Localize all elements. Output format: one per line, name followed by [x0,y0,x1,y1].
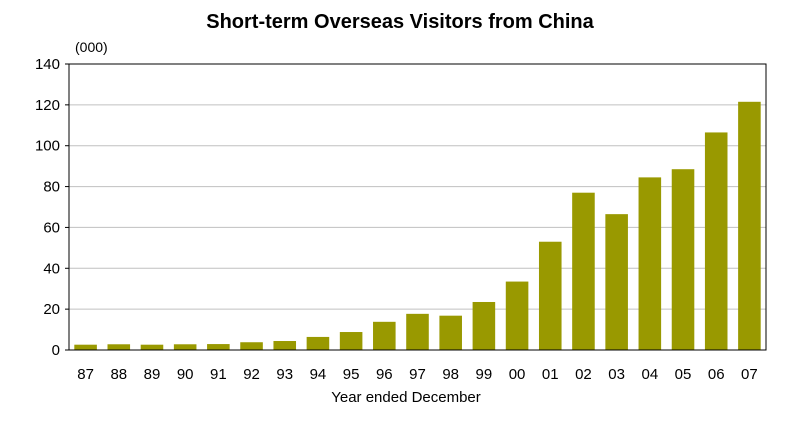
y-tick-label: 0 [52,342,60,359]
bar-93 [273,341,297,350]
chart-title: Short-term Overseas Visitors from China [206,11,594,33]
x-tick-label: 91 [210,366,227,383]
bar-06 [704,132,728,350]
x-tick-label: 05 [675,366,692,383]
x-tick-label: 99 [476,366,493,383]
x-tick-label: 00 [509,366,526,383]
bar-98 [439,315,462,350]
x-tick-label: 02 [575,366,592,383]
bar-90 [173,344,197,350]
x-tick-label: 01 [542,366,559,383]
x-tick-label: 95 [343,366,360,383]
bar-95 [339,332,363,350]
bar-91 [207,344,230,350]
y-tick-label: 80 [43,179,60,196]
x-axis-ticks: 87 88 89 90 91 92 93 94 95 96 97 98 99 00 01 02 03 04 05 06… [77,366,757,383]
bar-01 [538,241,562,350]
bar-04 [638,177,662,350]
y-tick-label: 120 [35,97,60,114]
y-tick-label: 100 [35,138,60,155]
x-tick-label: 96 [376,366,393,383]
y-tick-label: 20 [43,301,60,318]
bars [74,101,761,351]
bar-97 [406,313,429,350]
bar-00 [505,281,529,350]
bar-07 [738,101,761,351]
x-tick-label: 92 [243,366,260,383]
x-tick-label: 98 [442,366,459,383]
x-tick-label: 97 [409,366,426,383]
x-tick-label: 06 [708,366,725,383]
y-tick-label: 140 [35,56,60,73]
x-tick-label: 93 [276,366,293,383]
x-axis-label: Year ended December [331,389,481,406]
bar-03 [605,214,628,350]
bar-96 [373,321,396,350]
bar-87 [74,344,97,350]
y-axis-unit-label: (000) [75,39,108,55]
y-tick-label: 60 [43,219,60,236]
x-tick-label: 88 [110,366,127,383]
x-tick-label: 94 [310,366,327,383]
bar-05 [671,169,695,350]
x-tick-label: 87 [77,366,94,383]
gridlines [69,104,766,310]
bar-92 [240,342,263,350]
bar-02 [572,192,595,350]
x-tick-label: 04 [641,366,658,383]
x-tick-label: 07 [741,366,758,383]
x-tick-label: 90 [177,366,194,383]
bar-89 [140,344,164,350]
y-tick-label: 40 [43,260,60,277]
bar-99 [472,301,496,350]
x-tick-label: 89 [144,366,161,383]
plot-area-border [68,63,767,351]
y-axis-ticks: 0 20 40 60 80 100 120 140 [35,56,69,359]
bar-88 [107,344,131,350]
x-tick-label: 03 [608,366,625,383]
bar-94 [306,336,330,350]
